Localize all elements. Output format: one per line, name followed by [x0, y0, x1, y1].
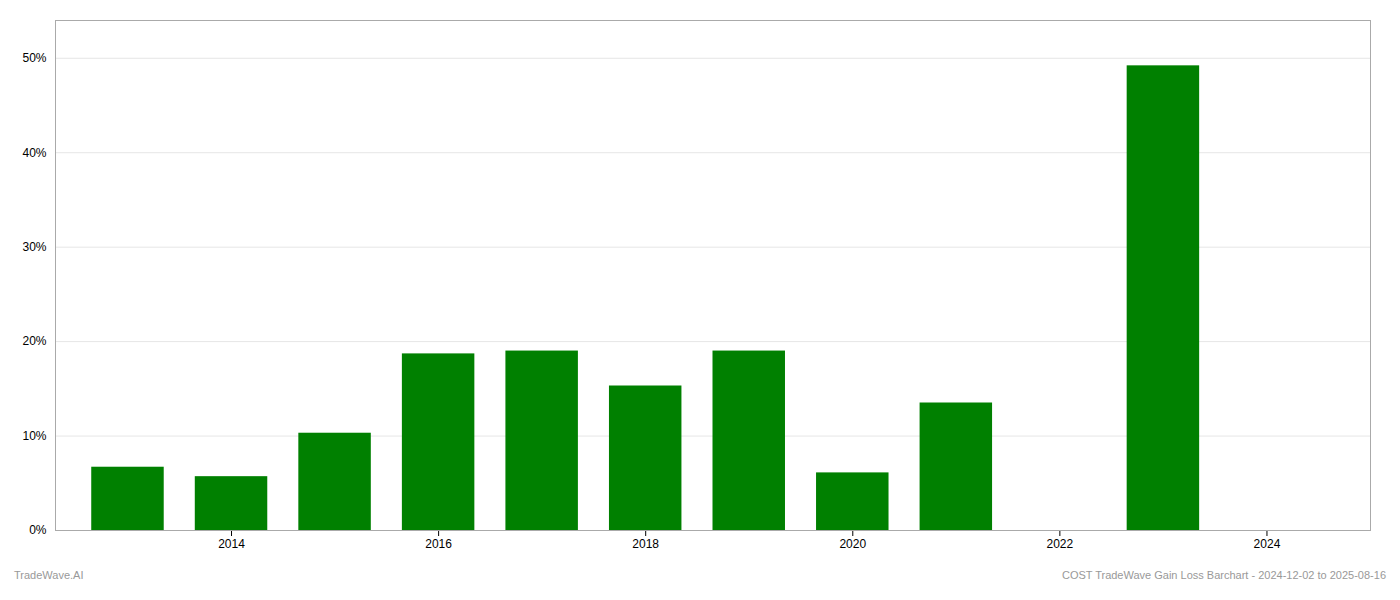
svg-text:20%: 20%	[22, 334, 46, 348]
html-text:TradeWave.AI: TradeWave.AI	[14, 569, 84, 581]
svg-text:40%: 40%	[22, 146, 46, 160]
svg-text:2016: 2016	[425, 537, 452, 551]
svg-text:10%: 10%	[22, 429, 46, 443]
svg-text:0%: 0%	[29, 523, 47, 537]
svg-text:30%: 30%	[22, 240, 46, 254]
svg-text:50%: 50%	[22, 51, 46, 65]
svg-text:2024: 2024	[1254, 537, 1281, 551]
svg-text:2018: 2018	[632, 537, 659, 551]
svg-text:2014: 2014	[218, 537, 245, 551]
svg-text:2020: 2020	[839, 537, 866, 551]
html-text:COST TradeWave Gain Loss Barch: COST TradeWave Gain Loss Barchart - 2024…	[1061, 569, 1386, 581]
svg-text:2022: 2022	[1047, 537, 1074, 551]
